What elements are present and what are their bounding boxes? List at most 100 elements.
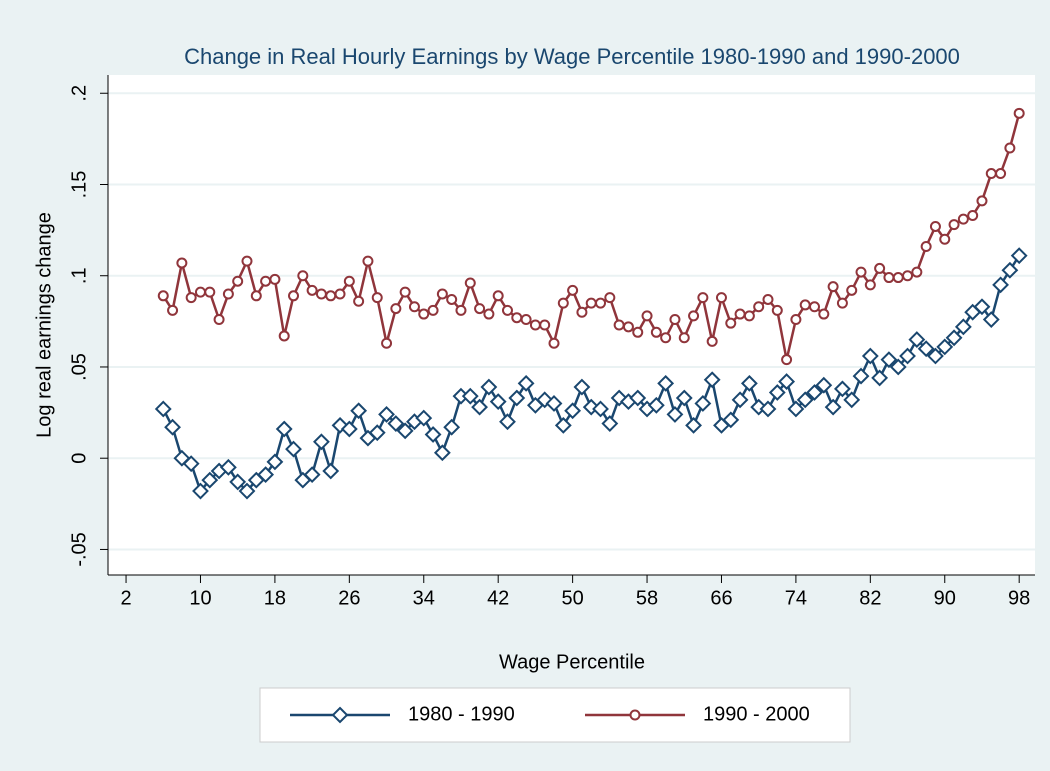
- point: [499, 413, 516, 431]
- point: [167, 304, 179, 316]
- point: [647, 396, 665, 414]
- point: [250, 290, 262, 302]
- point: [353, 295, 365, 307]
- point: [762, 293, 774, 305]
- point: [297, 270, 309, 282]
- point: [722, 411, 740, 429]
- point: [771, 304, 783, 316]
- legend-label: 1980 - 1990: [408, 703, 515, 725]
- point: [899, 347, 916, 365]
- point: [973, 298, 991, 316]
- point: [303, 466, 321, 484]
- point: [455, 304, 467, 316]
- point: [715, 292, 727, 304]
- point: [945, 329, 963, 347]
- point: [650, 326, 662, 338]
- point: [799, 299, 811, 311]
- point: [967, 210, 979, 222]
- point: [629, 389, 647, 407]
- point: [874, 262, 886, 274]
- y-tick-label: .2: [68, 85, 90, 102]
- legend-marker: [331, 706, 349, 724]
- point: [936, 338, 954, 356]
- point: [415, 409, 433, 427]
- point: [787, 400, 805, 418]
- point: [436, 288, 448, 300]
- point: [567, 284, 579, 296]
- point: [992, 276, 1009, 294]
- point: [520, 314, 532, 326]
- point: [238, 482, 256, 500]
- point: [660, 332, 672, 344]
- point: [954, 318, 972, 336]
- point: [278, 330, 290, 342]
- x-tick-label: 74: [785, 587, 807, 609]
- point: [806, 384, 823, 401]
- point: [743, 310, 755, 322]
- legend-label: 1990 - 2000: [703, 703, 810, 725]
- y-tick-label: .05: [68, 353, 90, 381]
- point: [182, 455, 200, 473]
- point: [229, 473, 247, 491]
- x-tick-label: 18: [264, 587, 286, 609]
- legend-marker: [629, 709, 641, 721]
- point: [976, 195, 988, 207]
- point: [427, 304, 439, 316]
- point: [489, 393, 507, 411]
- point: [474, 303, 486, 315]
- point: [334, 288, 346, 300]
- y-tick-label: .1: [68, 267, 90, 284]
- point: [501, 304, 513, 316]
- point: [641, 310, 653, 322]
- point: [492, 290, 504, 302]
- point: [957, 213, 969, 225]
- point: [471, 398, 488, 416]
- point: [164, 418, 181, 436]
- point: [390, 303, 402, 315]
- point: [343, 275, 355, 287]
- point: [313, 433, 330, 451]
- point: [753, 301, 765, 313]
- point: [939, 233, 951, 245]
- point: [675, 389, 693, 407]
- x-tick-label: 2: [120, 587, 131, 609]
- point: [852, 367, 870, 385]
- point: [818, 308, 830, 320]
- point: [269, 273, 281, 285]
- point: [325, 290, 337, 302]
- point: [260, 275, 272, 287]
- point: [843, 391, 861, 409]
- point: [573, 378, 591, 396]
- point: [827, 281, 839, 293]
- y-tick-label: -.05: [68, 532, 90, 566]
- point: [1010, 247, 1028, 265]
- point: [781, 354, 793, 366]
- point: [871, 369, 889, 387]
- point: [408, 301, 420, 313]
- point: [632, 326, 644, 338]
- point: [948, 219, 960, 231]
- point: [604, 292, 616, 304]
- point: [678, 332, 690, 344]
- point: [176, 257, 188, 269]
- point: [796, 391, 814, 409]
- point: [257, 466, 275, 484]
- point: [201, 471, 219, 489]
- x-tick-label: 50: [561, 587, 583, 609]
- point: [725, 317, 737, 329]
- point: [194, 286, 206, 298]
- point: [378, 406, 395, 423]
- point: [768, 384, 786, 401]
- x-tick-label: 58: [636, 587, 658, 609]
- point: [554, 416, 572, 434]
- point: [920, 241, 932, 253]
- y-tick-label: 0: [68, 453, 90, 464]
- point: [592, 400, 609, 418]
- point: [275, 420, 293, 438]
- point: [443, 418, 461, 436]
- point: [911, 266, 923, 278]
- point: [508, 389, 526, 407]
- point: [539, 319, 551, 331]
- point: [697, 292, 709, 304]
- point: [883, 272, 895, 284]
